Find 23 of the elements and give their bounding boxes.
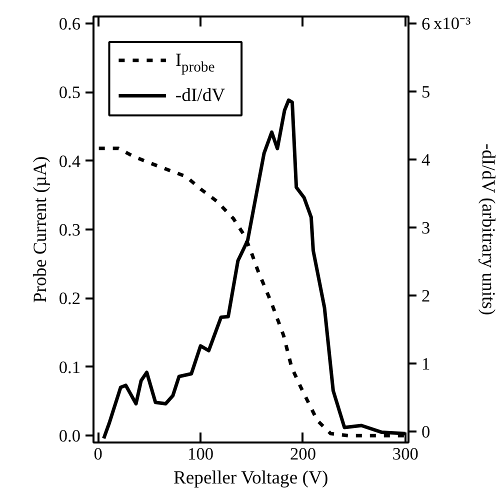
y2-tick-label: 0 bbox=[422, 422, 430, 442]
y-tick-label: 0.4 bbox=[58, 152, 81, 171]
y-tick-label: 0.2 bbox=[58, 289, 81, 308]
x-axis-title: Repeller Voltage (V) bbox=[173, 468, 328, 488]
y2-tick-label: 6 bbox=[422, 14, 430, 34]
y-tick-label: 0.3 bbox=[58, 220, 81, 240]
x-tick-label: 100 bbox=[188, 444, 214, 464]
y2-tick-label: 2 bbox=[422, 286, 430, 306]
y-axis-title: Probe Current (µA) bbox=[30, 156, 51, 303]
x-tick-label: 0 bbox=[94, 444, 102, 464]
y2-tick-label: 5 bbox=[422, 82, 430, 102]
y2-tick-label: 3 bbox=[422, 218, 430, 238]
y2-tick-label: 1 bbox=[422, 354, 430, 374]
y-tick-label: 0.6 bbox=[58, 14, 81, 34]
x-tick-label: 200 bbox=[290, 444, 316, 464]
y-tick-label: 0.5 bbox=[58, 83, 81, 102]
y2-tick-label: 4 bbox=[422, 150, 430, 170]
y2-axis-title: -dI/dV (arbitrary units) bbox=[478, 144, 499, 316]
y-tick-label: 0.0 bbox=[58, 426, 81, 446]
legend-label: -dI/dV bbox=[175, 85, 226, 106]
y-tick-label: 0.1 bbox=[58, 358, 81, 377]
text: x10⁻³ bbox=[434, 14, 471, 33]
x-tick-label: 300 bbox=[392, 444, 418, 464]
